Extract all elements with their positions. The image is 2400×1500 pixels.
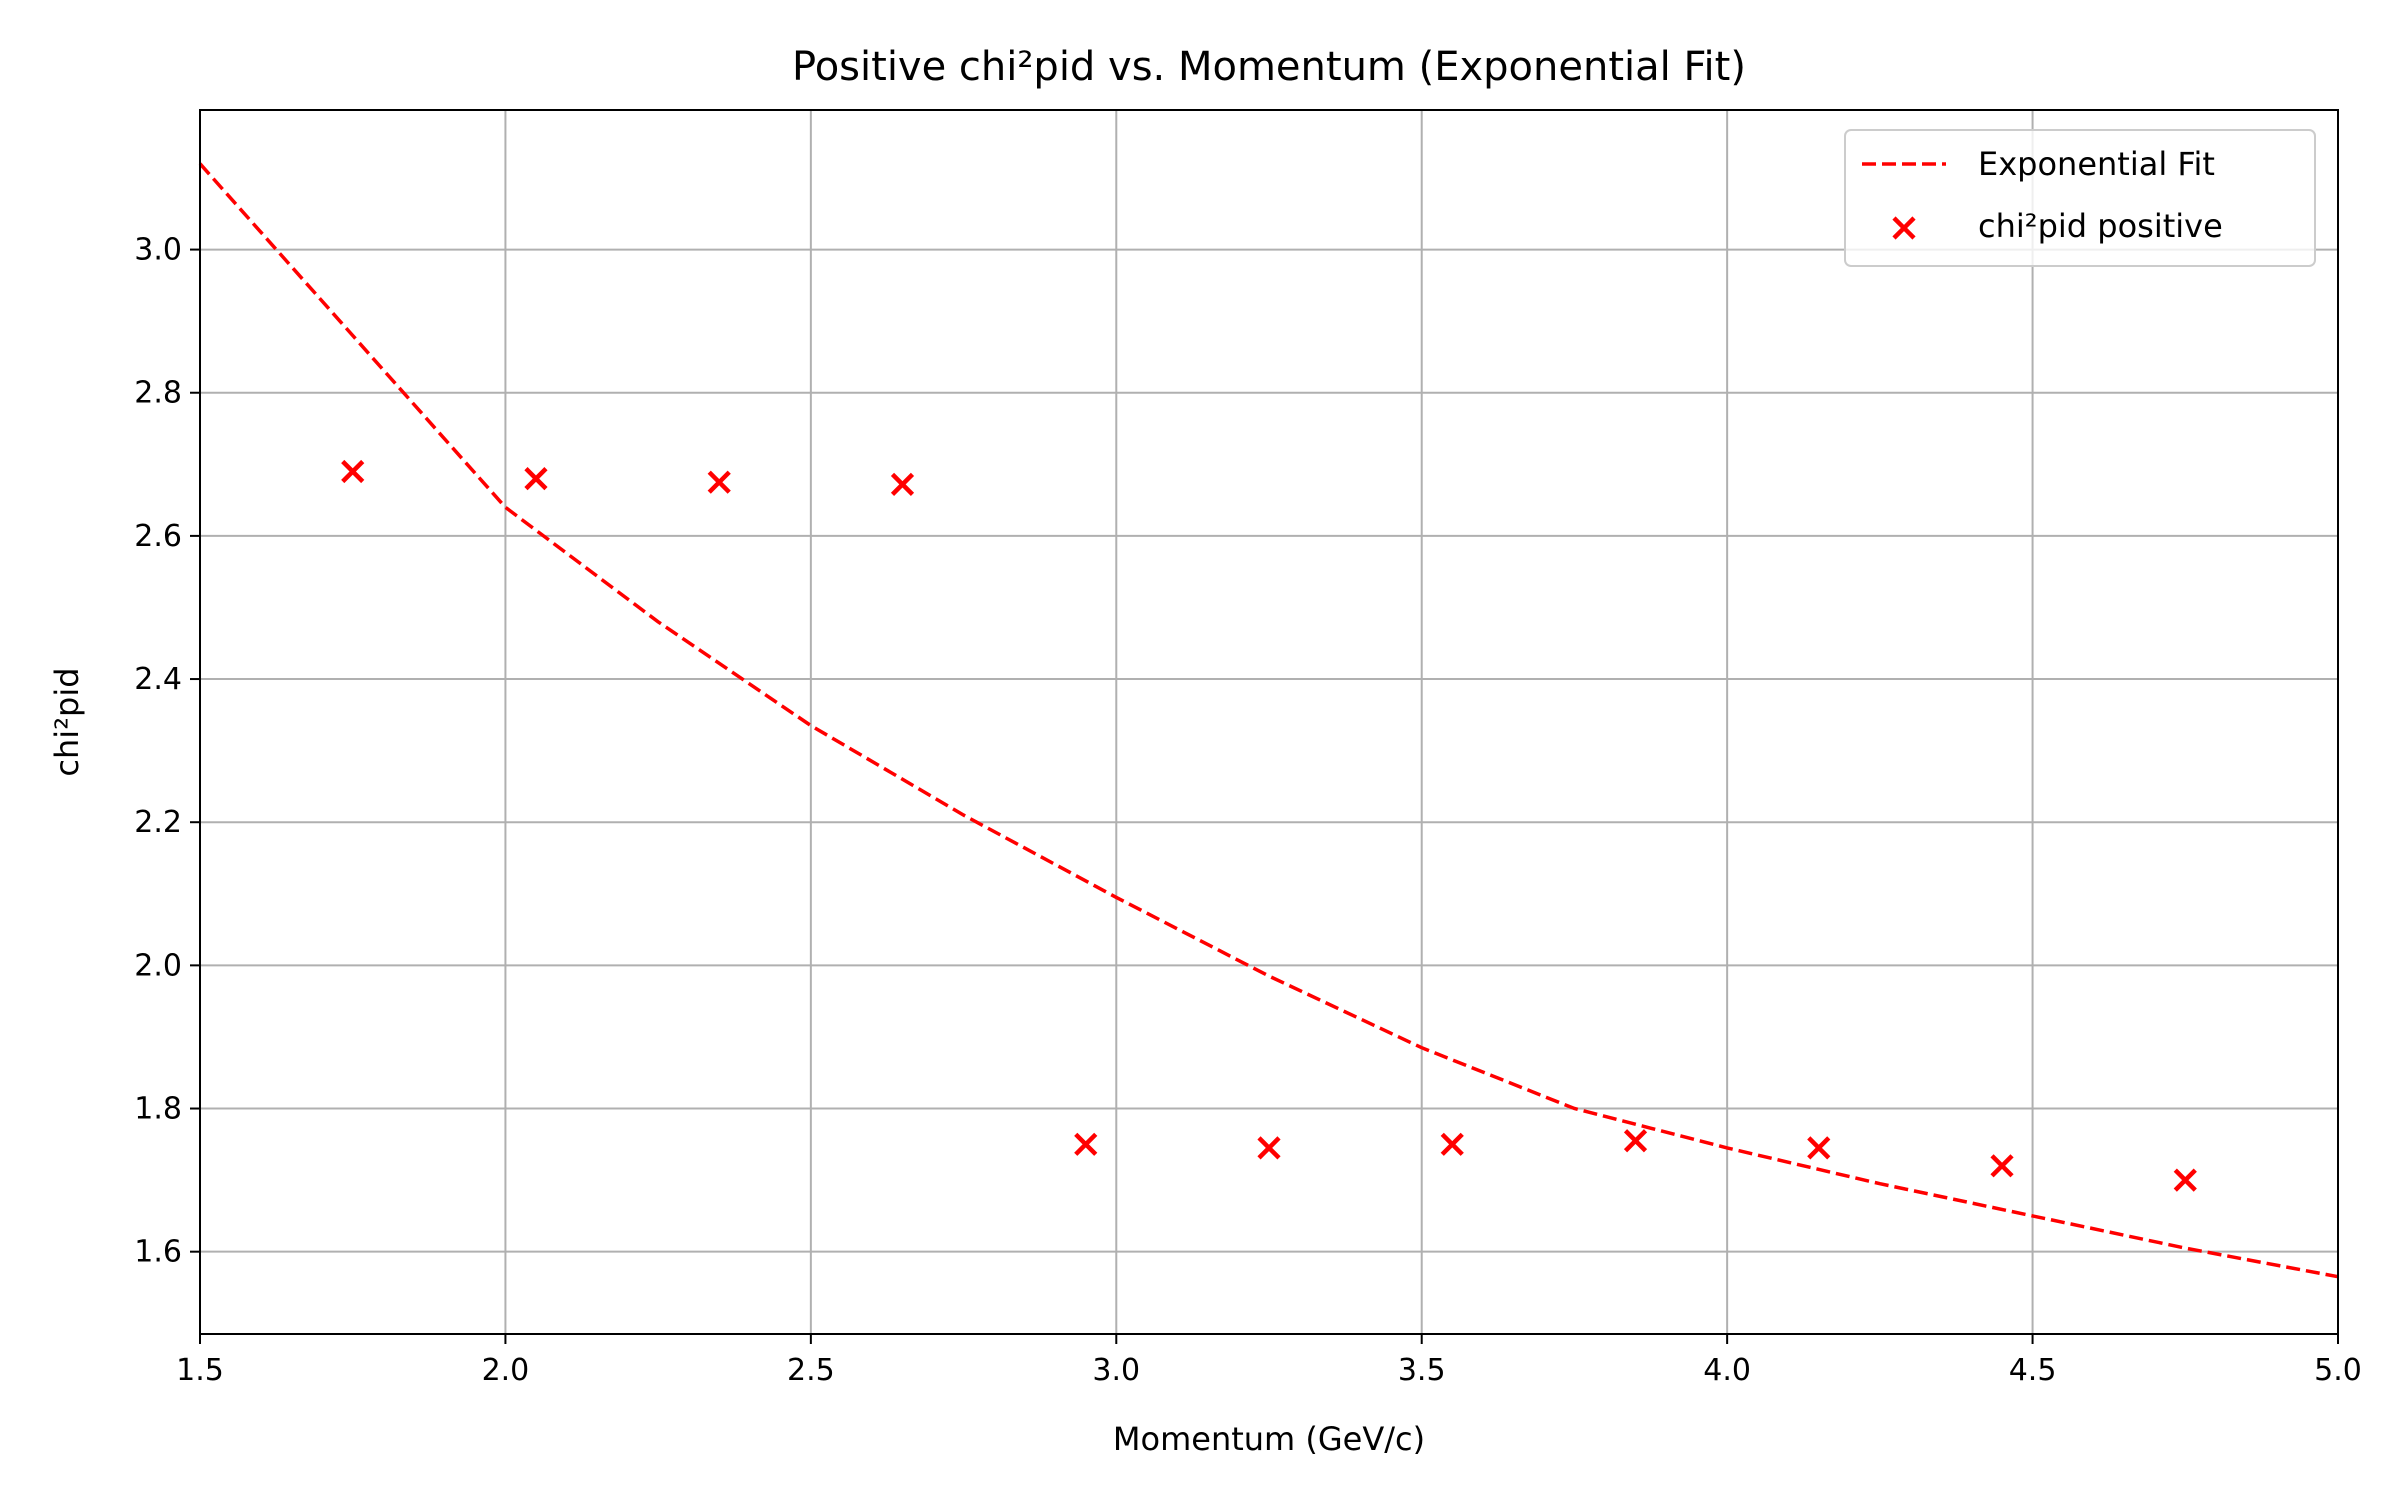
x-tick-label: 3.5 — [1398, 1353, 1446, 1388]
y-tick-label: 1.6 — [134, 1235, 182, 1270]
grid-lines — [199, 110, 2339, 1334]
data-point — [1440, 1132, 1464, 1156]
x-axis-ticks: 1.5 2.0 2.5 3.0 3.5 4.0 4.5 5.0 — [176, 1334, 2362, 1388]
data-point — [890, 472, 915, 496]
legend-x-marker — [1892, 216, 1916, 240]
x-tick-label: 4.5 — [2009, 1353, 2057, 1388]
y-tick-label: 2.0 — [134, 948, 182, 983]
data-point — [524, 467, 548, 491]
legend-scatter-label: chi²pid positive — [1978, 207, 2223, 245]
plot-frame — [199, 109, 2339, 1335]
x-axis-label: Momentum (GeV/c) — [1113, 1420, 1425, 1458]
data-point — [1074, 1132, 1098, 1156]
data-point — [2173, 1168, 2197, 1192]
x-tick-label: 5.0 — [2314, 1353, 2362, 1388]
chi2pid-positive-series — [341, 459, 2197, 1192]
x-tick-label: 2.5 — [787, 1353, 835, 1388]
y-tick-label: 2.8 — [134, 376, 182, 411]
data-point — [1623, 1129, 1648, 1153]
y-tick-label: 3.0 — [134, 233, 182, 268]
data-point — [1990, 1154, 2014, 1178]
y-tick-label: 2.2 — [134, 805, 182, 840]
data-point — [707, 470, 731, 494]
chart-title: Positive chi²pid vs. Momentum (Exponenti… — [792, 44, 1746, 90]
legend-scatter-marker — [1892, 216, 1916, 240]
x-tick-label: 2.0 — [482, 1353, 530, 1388]
legend: Exponential Fit chi²pid positive — [1844, 129, 2316, 267]
data-point — [341, 459, 365, 484]
y-axis-label: chi²pid — [48, 667, 86, 776]
x-tick-label: 1.5 — [176, 1353, 224, 1388]
y-axis-ticks: 1.6 1.8 2.0 2.2 2.4 2.6 2.8 3.0 — [134, 233, 200, 1270]
exponential-fit-line — [198, 162, 2339, 1279]
y-tick-label: 1.8 — [134, 1092, 182, 1127]
legend-fit-label: Exponential Fit — [1978, 145, 2215, 183]
y-tick-label: 2.4 — [134, 662, 182, 697]
y-tick-label: 2.6 — [134, 519, 182, 554]
legend-box — [1844, 129, 2316, 267]
x-tick-label: 4.0 — [1703, 1353, 1751, 1388]
x-tick-label: 3.0 — [1092, 1353, 1140, 1388]
data-point — [1257, 1136, 1281, 1160]
data-point — [1807, 1136, 1831, 1160]
exponential-fit-series — [198, 162, 2339, 1279]
